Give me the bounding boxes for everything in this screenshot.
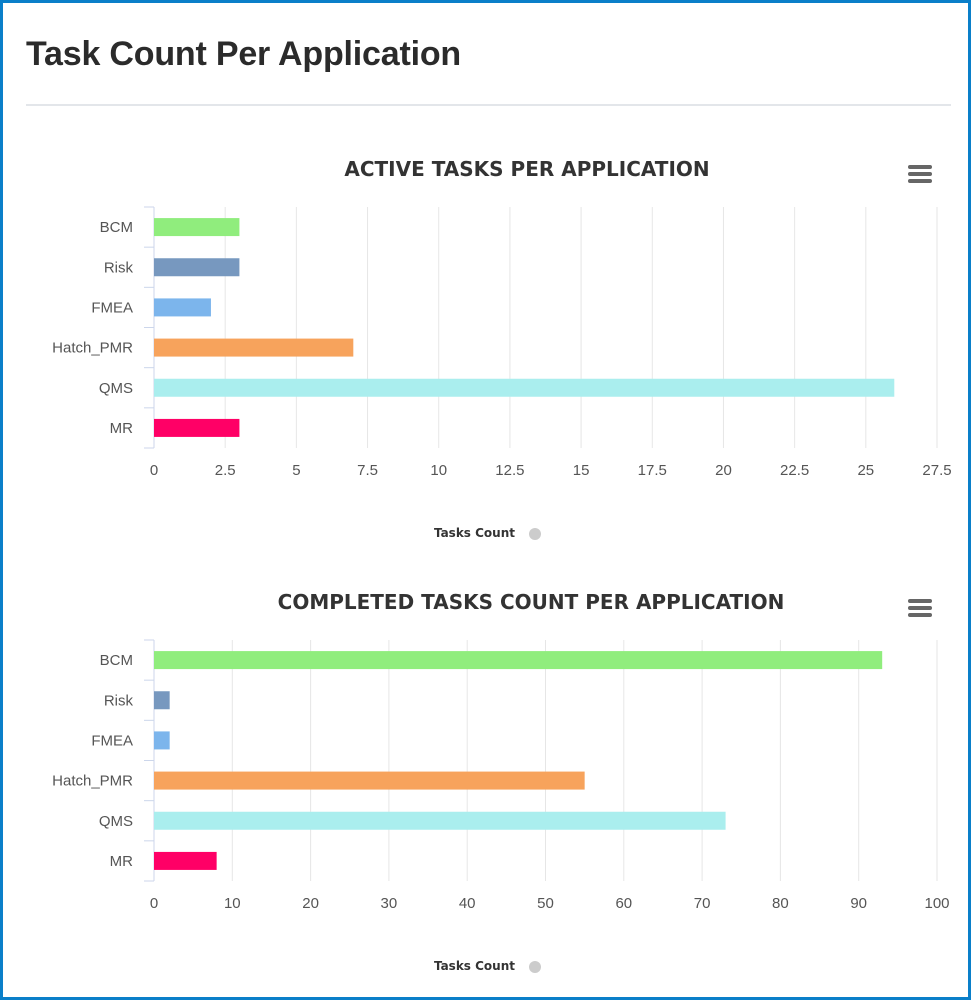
category-label: Risk [104, 692, 134, 709]
bar-fmea[interactable] [154, 298, 211, 317]
chart-menu-button[interactable] [908, 165, 932, 183]
category-label: FMEA [91, 299, 133, 316]
x-tick-label: 10 [224, 895, 241, 912]
chart-menu-button[interactable] [908, 599, 932, 617]
chart-legend[interactable]: Tasks Count [434, 526, 541, 540]
x-tick-label: 80 [772, 895, 789, 912]
bar-qms[interactable] [154, 811, 726, 830]
hamburger-menu-icon [908, 165, 932, 183]
plot-area: 0 10 20 30 40 50 60 70 80 90 100 BCM Risk FMEA Hatch_P… [52, 639, 950, 912]
bar-hatch-pmr[interactable] [154, 771, 585, 790]
bar-risk[interactable] [154, 691, 170, 710]
bar-hatch-pmr[interactable] [154, 338, 354, 357]
bar-fmea[interactable] [154, 731, 170, 750]
category-label: QMS [99, 380, 133, 397]
category-label: BCM [100, 652, 133, 669]
x-tick-label: 60 [615, 895, 632, 912]
x-tick-label: 17.5 [638, 462, 667, 479]
x-tick-label: 5 [292, 462, 300, 479]
legend-marker [529, 528, 541, 540]
category-label: Hatch_PMR [52, 340, 133, 357]
chart-legend[interactable]: Tasks Count [434, 959, 541, 973]
chart-title: COMPLETED TASKS COUNT PER APPLICATION [278, 590, 785, 614]
x-tick-label: 40 [459, 895, 476, 912]
bar-mr[interactable] [154, 418, 240, 437]
category-label: FMEA [91, 732, 133, 749]
page-title: Task Count Per Application [26, 35, 461, 73]
legend-marker [529, 961, 541, 973]
category-label: MR [110, 420, 133, 437]
category-label: BCM [100, 219, 133, 236]
x-tick-label: 20 [715, 462, 732, 479]
x-tick-label: 20 [302, 895, 319, 912]
category-label: QMS [99, 813, 133, 830]
category-label: MR [110, 853, 133, 870]
x-tick-label: 10 [430, 462, 447, 479]
title-divider [26, 104, 951, 106]
plot-area: 0 2.5 5 7.5 10 12.5 15 17.5 20 22.5 25 27.5 BCM Risk F… [52, 206, 952, 479]
x-tick-label: 25 [857, 462, 874, 479]
x-tick-label: 100 [924, 895, 949, 912]
x-tick-label: 90 [850, 895, 867, 912]
x-tick-label: 12.5 [495, 462, 524, 479]
bar-qms[interactable] [154, 378, 895, 397]
x-tick-label: 0 [150, 462, 158, 479]
completed-tasks-chart: COMPLETED TASKS COUNT PER APPLICATION 0 1… [52, 590, 950, 973]
x-tick-label: 7.5 [357, 462, 378, 479]
x-tick-label: 2.5 [215, 462, 236, 479]
bar-mr[interactable] [154, 851, 217, 870]
legend-item-label: Tasks Count [434, 959, 515, 973]
bar-bcm[interactable] [154, 651, 883, 670]
legend-item-label: Tasks Count [434, 526, 515, 540]
x-tick-label: 22.5 [780, 462, 809, 479]
x-tick-label: 0 [150, 895, 158, 912]
bar-bcm[interactable] [154, 218, 240, 237]
x-tick-label: 30 [381, 895, 398, 912]
x-tick-label: 70 [694, 895, 711, 912]
x-tick-label: 50 [537, 895, 554, 912]
bar-risk[interactable] [154, 258, 240, 277]
category-label: Risk [104, 259, 134, 276]
hamburger-menu-icon [908, 599, 932, 617]
x-tick-label: 15 [573, 462, 590, 479]
chart-title: ACTIVE TASKS PER APPLICATION [344, 157, 709, 181]
category-label: Hatch_PMR [52, 773, 133, 790]
active-tasks-chart: ACTIVE TASKS PER APPLICATION 0 2.5 5 7.5 10 1… [52, 157, 952, 540]
x-tick-label: 27.5 [922, 462, 951, 479]
